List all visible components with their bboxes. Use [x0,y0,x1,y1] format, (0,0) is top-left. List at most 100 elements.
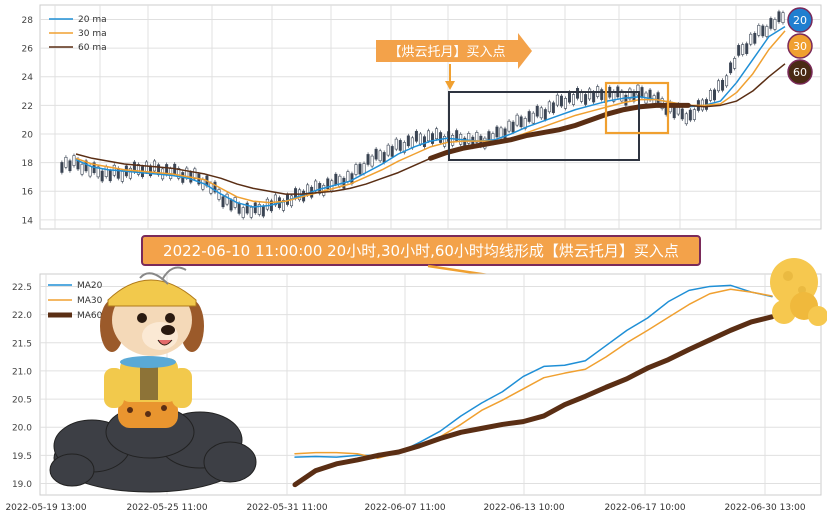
candle-body [531,112,535,124]
top-y-tick-label: 20 [22,130,34,140]
badge-60-label: 60 [793,66,807,79]
candle-body [656,92,660,103]
candle-body [435,128,439,140]
candle-body [225,193,229,205]
candle-body [80,163,84,175]
candle-body [527,111,531,122]
candle-body [128,167,132,179]
candle-body [386,144,390,156]
candle-body [624,94,628,106]
candle-body [547,101,551,113]
candle-body [439,132,443,143]
candle-body [749,33,753,45]
bottom-y-tick-label: 22.5 [12,283,32,293]
candle-body [261,205,265,217]
candle-body [346,171,350,182]
candle-body [708,90,712,101]
candle-body [737,45,741,56]
candle-body [177,168,181,179]
candle-body [555,94,559,106]
candle-body [563,98,567,109]
dog-on-cloud-illustration [49,266,257,493]
candle-body [362,163,366,174]
bottom-y-tick-label: 21.0 [12,367,32,377]
candle-body [213,181,217,193]
candle-body [84,160,88,172]
candle-body [567,91,571,103]
candle-body [543,109,547,120]
candle-body [406,135,410,147]
badge-30-label: 30 [793,40,807,53]
candle-body [120,171,124,182]
candle-body [68,160,72,172]
candle-body [281,200,285,211]
bottom-ma-lines [292,284,775,488]
badge-20 [787,7,813,33]
candle-body [628,88,632,100]
candle-body [499,127,503,139]
bottom-legend: MA20 MA30 MA60 [48,281,103,321]
candle-body [273,194,277,206]
candle-body [144,161,148,173]
candle-body [265,198,269,210]
bottom-y-tick-label: 19.5 [12,452,32,462]
candle-body [769,18,773,29]
candle-body [426,130,430,142]
top-arrow-pointer-head [445,81,455,90]
candle-body [257,204,261,215]
buy-point-box [604,81,670,135]
candle-body [193,168,197,180]
candle-body [640,87,644,98]
top-plot-area [39,4,822,230]
candle-body [374,148,378,160]
legend-label-20ma: 20 ma [78,15,107,25]
candle-body [692,109,696,120]
candle-body [410,137,414,149]
candle-body [366,154,370,165]
candle-body [229,199,233,211]
top-y-tick-label: 24 [22,73,34,83]
top-y-tick-label: 18 [22,159,34,169]
candle-body [451,135,455,146]
candle-body [398,140,402,151]
candle-body [725,75,729,87]
top-y-axis: 14 16 18 20 22 24 26 28 [22,16,34,226]
candle-body [588,88,592,100]
bottom-y-tick-label: 20.0 [12,424,32,434]
bottom-y-tick-label: 21.5 [12,339,32,349]
top-series-30-ma [75,30,786,204]
candle-body [104,166,108,177]
moon-illustration [770,258,827,326]
top-y-tick-label: 28 [22,16,34,26]
banner: 2022-06-10 11:00:00 20小时,30小时,60小时均线形成【烘… [141,235,701,285]
candle-body [245,202,249,214]
ma-badges: 20 30 60 [787,7,813,85]
candle-body [733,58,737,69]
x-tick-label: 2022-06-17 10:00 [604,503,685,513]
candle-body [136,164,140,175]
candle-body [535,105,539,117]
candle-body [358,163,362,175]
badge-60 [787,59,813,85]
x-tick-label: 2022-06-13 10:00 [483,503,564,513]
top-y-tick-label: 26 [22,45,34,55]
bottom-y-tick-label: 22.0 [12,311,32,321]
top-y-tick-label: 14 [22,216,34,226]
candle-body [422,136,426,147]
candle-body [394,138,398,150]
candle-body [684,113,688,125]
candle-body [761,25,765,37]
candle-body [584,94,588,105]
banner-text: 2022-06-10 11:00:00 20小时,30小时,60小时均线形成【烘… [163,242,679,260]
bottom-series-MA60 [292,314,775,488]
dog-illustration [100,266,204,428]
candle-body [672,107,676,119]
candle-body [519,116,523,128]
banner-box [141,235,701,266]
candle-body [717,80,721,92]
candle-body [443,136,447,147]
candle-body [559,95,563,107]
candle-body [431,133,435,144]
x-tick-label: 2022-06-07 11:00 [364,503,445,513]
top-ma-lines [75,25,786,208]
